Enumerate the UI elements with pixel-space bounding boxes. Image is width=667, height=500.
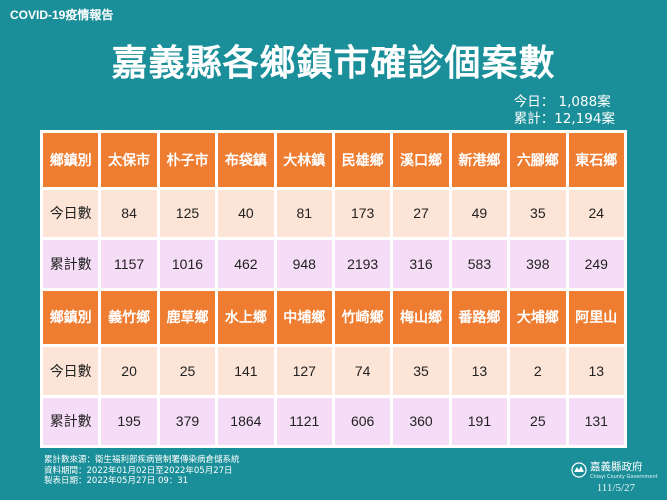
total-value: 191 [451,397,508,445]
county-logo: 嘉義縣政府 Chiayi County Government [571,459,658,480]
today-value: 84 [101,189,157,238]
total-value: 583 [451,240,508,288]
today-value: 35 [510,189,566,238]
cases-table: 鄉鎮別 太保市 朴子市 布袋鎮 大林鎮 民雄鄉 溪口鄉 新港鄉 六腳鄉 東石鄉 … [40,130,627,448]
total-value: 379 [159,397,216,445]
county-emblem-icon [571,461,587,478]
town-cell: 溪口鄉 [393,133,449,187]
today-value: 24 [568,189,624,238]
total-value: 249 [568,240,624,288]
footer-notes: 累計數來源：衛生福利部疾病管制署傳染病倉儲系統 資料期間：2022年01月02日… [44,455,240,487]
total-value: 1016 [159,240,216,288]
town-cell: 新港鄉 [451,133,508,187]
page-title: 嘉義縣各鄉鎮市確診個案數 [111,43,556,84]
total-row: 累計數 195 379 1864 1121 606 360 191 25 131 [43,397,624,445]
total-value: 462 [218,240,274,288]
total-value: 131 [568,397,624,445]
today-value: 74 [334,347,391,395]
total-value: 195 [101,397,157,445]
town-cell: 梅山鄉 [393,290,449,345]
today-value: 40 [218,189,274,238]
total-value: 1121 [276,397,332,445]
town-cell: 朴子市 [159,133,216,187]
today-value: 125 [159,189,216,238]
today-value: 2 [510,347,566,395]
town-cell: 中埔鄉 [276,290,332,345]
source-note: 累計數來源：衛生福利部疾病管制署傳染病倉儲系統 [44,455,240,465]
today-row: 今日數 20 25 141 127 74 35 13 2 13 [43,347,624,395]
today-row: 今日數 84 125 40 81 173 27 49 35 24 [43,189,624,238]
town-cell: 民雄鄉 [334,133,391,187]
today-value: 20 [101,347,157,395]
today-value: 13 [451,347,508,395]
town-cell: 番路鄉 [451,290,508,345]
town-cell: 布袋鎮 [218,133,274,187]
town-cell: 大埔鄉 [510,290,566,345]
total-value: 1864 [218,397,274,445]
today-value: 81 [276,189,332,238]
today-value: 173 [334,189,391,238]
town-cell: 太保市 [101,133,157,187]
today-value: 127 [276,347,332,395]
today-label: 今日數 [43,189,99,238]
total-value: 1157 [101,240,157,288]
town-cell: 大林鎮 [276,133,332,187]
region-label: 鄉鎮別 [43,290,99,345]
summary-total: 累計：12,194案 [513,111,615,127]
total-value: 606 [334,397,391,445]
region-label: 鄉鎮別 [43,133,99,187]
today-value: 25 [159,347,216,395]
town-cell: 水上鄉 [218,290,274,345]
logo-name: 嘉義縣政府 [590,461,643,473]
total-value: 948 [276,240,332,288]
town-cell: 鹿草鄉 [159,290,216,345]
today-value: 13 [568,347,624,395]
town-cell: 阿里山 [568,290,624,345]
town-cell: 義竹鄉 [101,290,157,345]
total-label: 累計數 [43,397,99,445]
today-value: 141 [218,347,274,395]
header-row: 鄉鎮別 太保市 朴子市 布袋鎮 大林鎮 民雄鄉 溪口鄉 新港鄉 六腳鄉 東石鄉 [43,133,624,187]
total-value: 316 [393,240,449,288]
town-cell: 六腳鄉 [510,133,566,187]
total-row: 累計數 1157 1016 462 948 2193 316 583 398 2… [43,240,624,288]
town-cell: 竹崎鄉 [334,290,391,345]
period-note: 資料期間：2022年01月02日至2022年05月27日 [44,465,233,476]
summary-today: 今日： 1,088案 [513,94,611,110]
report-tag: COVID-19疫情報告 [10,8,114,22]
town-cell: 東石鄉 [568,133,624,187]
today-label: 今日數 [43,347,99,395]
total-value: 360 [393,397,449,445]
today-value: 27 [393,189,449,238]
report-date: 111/5/27 [596,482,635,494]
summary: 今日： 1,088案 累計：12,194案 [514,94,615,128]
total-value: 398 [510,240,566,288]
total-value: 2193 [334,240,391,288]
logo-sub: Chiayi County Government [590,474,658,480]
today-value: 49 [451,189,508,238]
made-note: 製表日期：2022年05月27日 09：31 [44,476,189,486]
header-row: 鄉鎮別 義竹鄉 鹿草鄉 水上鄉 中埔鄉 竹崎鄉 梅山鄉 番路鄉 大埔鄉 阿里山 [43,290,624,345]
today-value: 35 [393,347,449,395]
total-value: 25 [510,397,566,445]
total-label: 累計數 [43,240,99,288]
